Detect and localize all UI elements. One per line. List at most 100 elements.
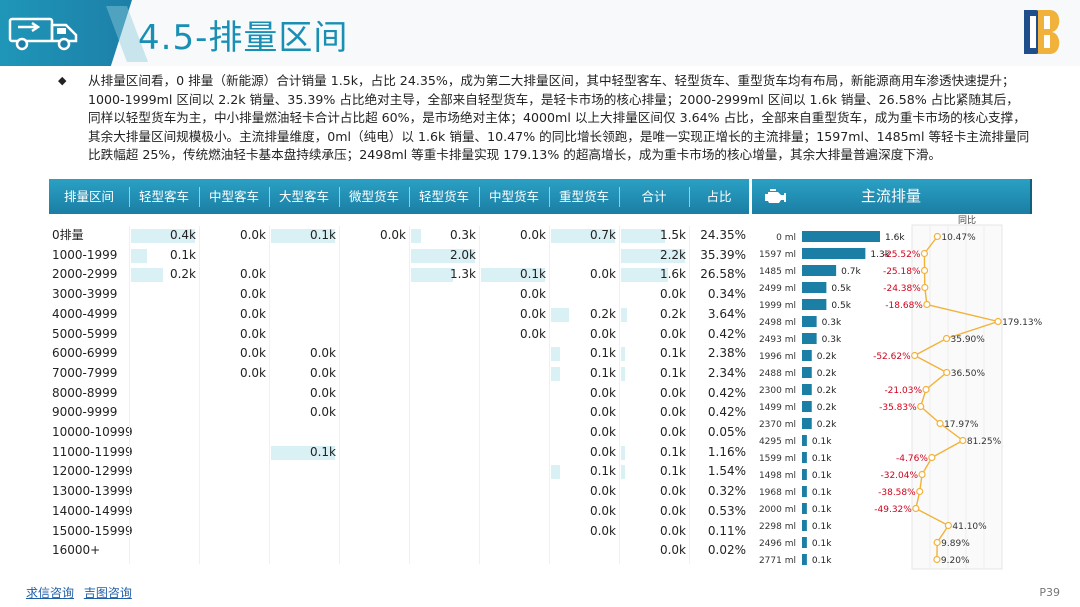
table-cell: [339, 502, 409, 522]
category-label: 4295 ml: [759, 437, 796, 447]
table-cell: [409, 344, 479, 364]
table-cell: 0.53%: [689, 502, 749, 522]
table-cell: 0.0k: [479, 226, 549, 246]
table-cell: [479, 541, 549, 561]
yoy-point: [944, 521, 952, 530]
cell-bar: [411, 268, 453, 283]
cell-value: 0.0k: [309, 365, 336, 380]
table-cell: 0.0k: [619, 285, 689, 305]
volume-label: 0.7k: [841, 267, 861, 277]
table-cell: 0.0k: [619, 325, 689, 345]
table-cell: [409, 305, 479, 325]
category-label: 2300 ml: [759, 386, 796, 396]
header-separator: [479, 187, 480, 207]
table-cell: 0.2k: [619, 305, 689, 325]
yoy-label: 9.20%: [941, 556, 970, 566]
volume-bar: [802, 452, 807, 463]
cell-value: 0.0k: [659, 484, 686, 499]
category-label: 2488 ml: [759, 369, 796, 379]
volume-bar: [802, 367, 812, 378]
category-label: 2298 ml: [759, 522, 796, 532]
table-cell: [339, 403, 409, 423]
table-cell: 0.0k: [479, 305, 549, 325]
cell-bar: [621, 445, 625, 460]
table-cell: 1.3k: [409, 265, 479, 285]
column-header: 微型货车: [348, 189, 399, 204]
table-cell: [129, 423, 199, 443]
table-cell: 0.0k: [549, 423, 619, 443]
cell-value: 1.5k: [659, 228, 686, 242]
table-cell: [479, 384, 549, 404]
mainstream-panel-title: 主流排量: [860, 187, 921, 205]
cell-value: 0.1k: [659, 346, 686, 361]
table-cell: [269, 246, 339, 266]
cell-bar: [131, 268, 163, 283]
row-label: 0排量: [52, 228, 84, 242]
cell-value: 0.1k: [169, 247, 196, 262]
cell-value: 0.0k: [659, 287, 686, 302]
category-label: 2498 ml: [759, 318, 796, 328]
table-row: 12000-12999 0.1k 0.1k 1.54%: [49, 462, 749, 482]
yoy-label: 9.89%: [941, 539, 970, 549]
volume-bar: [802, 469, 807, 480]
cell-value: 0.0k: [239, 306, 266, 321]
column-header: 重型货车: [558, 189, 609, 204]
cell-bar: [131, 229, 195, 243]
table-cell: 0.0k: [619, 502, 689, 522]
cell-bar: [551, 366, 560, 381]
table-cell: [269, 325, 339, 345]
table-cell: [269, 462, 339, 482]
table-cell: 0.0k: [339, 226, 409, 246]
cell-value: 0.1k: [309, 228, 336, 242]
table-cell: 0.05%: [689, 423, 749, 443]
cell-value: 0.0k: [589, 267, 616, 282]
cell-value: 0.42%: [707, 385, 746, 400]
table-cell: 0.0k: [549, 482, 619, 502]
cell-value: 1.16%: [707, 444, 746, 459]
cell-value: 2.34%: [707, 365, 746, 380]
cell-value: 35.39%: [700, 247, 746, 262]
table-row: 4000-4999 0.0k 0.0k 0.2k 0.2k 3.64%: [49, 305, 749, 325]
header-separator: [129, 187, 130, 207]
table-cell: [129, 462, 199, 482]
cell-value: 0.0k: [519, 287, 546, 302]
column-header: 大型客车: [278, 189, 329, 204]
cell-value: 0.02%: [707, 543, 746, 558]
row-label: 3000-3999: [52, 287, 118, 302]
row-label: 8000-8999: [52, 385, 118, 400]
cell-value: 0.0k: [659, 503, 686, 518]
row-label: 14000-14999: [52, 503, 133, 518]
table-cell: [339, 265, 409, 285]
footer-link-qiuxin[interactable]: 求信咨询: [26, 586, 75, 600]
cell-bar: [271, 229, 335, 243]
cell-bar: [411, 248, 475, 263]
volume-bar: [802, 401, 812, 412]
cell-bar: [551, 465, 560, 480]
cell-value: 0.1k: [309, 444, 336, 459]
table-cell: [339, 522, 409, 542]
volume-label: 0.3k: [822, 335, 842, 345]
table-cell: 0.4k: [129, 226, 199, 246]
mainstream-panel-header: 主流排量: [752, 179, 1030, 214]
yoy-label: -32.04%: [880, 471, 918, 481]
table-cell: [549, 285, 619, 305]
volume-label: 0.2k: [817, 352, 837, 362]
table-header: 排量区间 轻型客车 中型客车 大型客车 微型货车 轻型货车 中型货车 重型货车 合计 占比: [49, 179, 749, 214]
column-header: 合计: [641, 189, 667, 204]
table-cell: 3.64%: [689, 305, 749, 325]
table-cell: [129, 443, 199, 463]
cell-value: 0.0k: [239, 346, 266, 361]
table-cell: [479, 522, 549, 542]
footer-link-jitu[interactable]: 吉图咨询: [83, 586, 132, 600]
table-cell: 0.3k: [409, 226, 479, 246]
category-label: 2370 ml: [759, 420, 796, 430]
table-cell: [199, 522, 269, 542]
table-cell: [409, 462, 479, 482]
table-cell: 0.1k: [479, 265, 549, 285]
cell-value: 0.0k: [589, 385, 616, 400]
table-row: 3000-3999 0.0k 0.0k 0.0k 0.34%: [49, 285, 749, 305]
row-label: 6000-6999: [52, 346, 118, 361]
volume-bar: [802, 282, 827, 293]
yoy-point: [921, 283, 929, 292]
table-cell: 1.54%: [689, 462, 749, 482]
